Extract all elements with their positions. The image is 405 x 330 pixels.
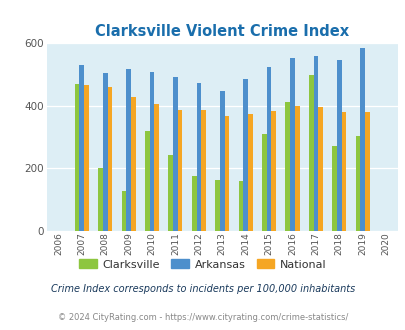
Bar	[107, 87, 112, 231]
Bar	[131, 96, 135, 231]
Bar	[243, 79, 247, 231]
Bar	[145, 131, 149, 231]
Bar	[224, 116, 229, 231]
Bar	[360, 48, 364, 231]
Bar	[313, 56, 318, 231]
Bar	[341, 112, 345, 231]
Bar	[79, 65, 84, 231]
Bar	[308, 75, 313, 231]
Bar	[215, 180, 220, 231]
Legend: Clarksville, Arkansas, National: Clarksville, Arkansas, National	[75, 255, 330, 274]
Text: © 2024 CityRating.com - https://www.cityrating.com/crime-statistics/: © 2024 CityRating.com - https://www.city…	[58, 313, 347, 322]
Bar	[192, 176, 196, 231]
Bar	[262, 134, 266, 231]
Bar	[285, 102, 290, 231]
Bar	[364, 112, 369, 231]
Bar	[177, 110, 182, 231]
Bar	[126, 69, 131, 231]
Bar	[266, 67, 271, 231]
Bar	[173, 78, 177, 231]
Bar	[84, 84, 89, 231]
Bar	[294, 106, 299, 231]
Bar	[271, 111, 275, 231]
Bar	[290, 58, 294, 231]
Bar	[332, 147, 336, 231]
Text: Crime Index corresponds to incidents per 100,000 inhabitants: Crime Index corresponds to incidents per…	[51, 284, 354, 294]
Bar	[318, 107, 322, 231]
Bar	[196, 83, 201, 231]
Bar	[168, 155, 173, 231]
Bar	[247, 115, 252, 231]
Bar	[238, 181, 243, 231]
Bar	[102, 73, 107, 231]
Title: Clarksville Violent Crime Index: Clarksville Violent Crime Index	[95, 24, 348, 39]
Bar	[149, 72, 154, 231]
Bar	[122, 191, 126, 231]
Bar	[336, 59, 341, 231]
Bar	[98, 168, 102, 231]
Bar	[355, 136, 360, 231]
Bar	[220, 91, 224, 231]
Bar	[201, 110, 205, 231]
Bar	[154, 104, 159, 231]
Bar	[75, 84, 79, 231]
